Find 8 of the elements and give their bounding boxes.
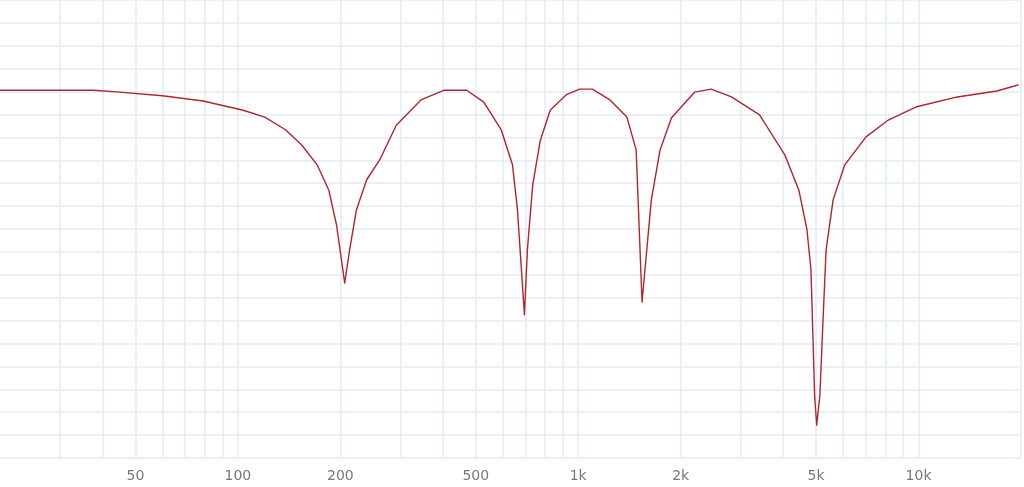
x-tick-label: 2k — [672, 467, 691, 483]
x-tick-label: 5k — [807, 467, 826, 483]
x-tick-label: 200 — [326, 467, 354, 483]
x-tick-label: 50 — [126, 467, 145, 483]
x-tick-label: 1k — [569, 467, 588, 483]
x-tick-label: 500 — [462, 467, 490, 483]
x-tick-label: 10k — [905, 467, 933, 483]
x-tick-label: 100 — [224, 467, 252, 483]
